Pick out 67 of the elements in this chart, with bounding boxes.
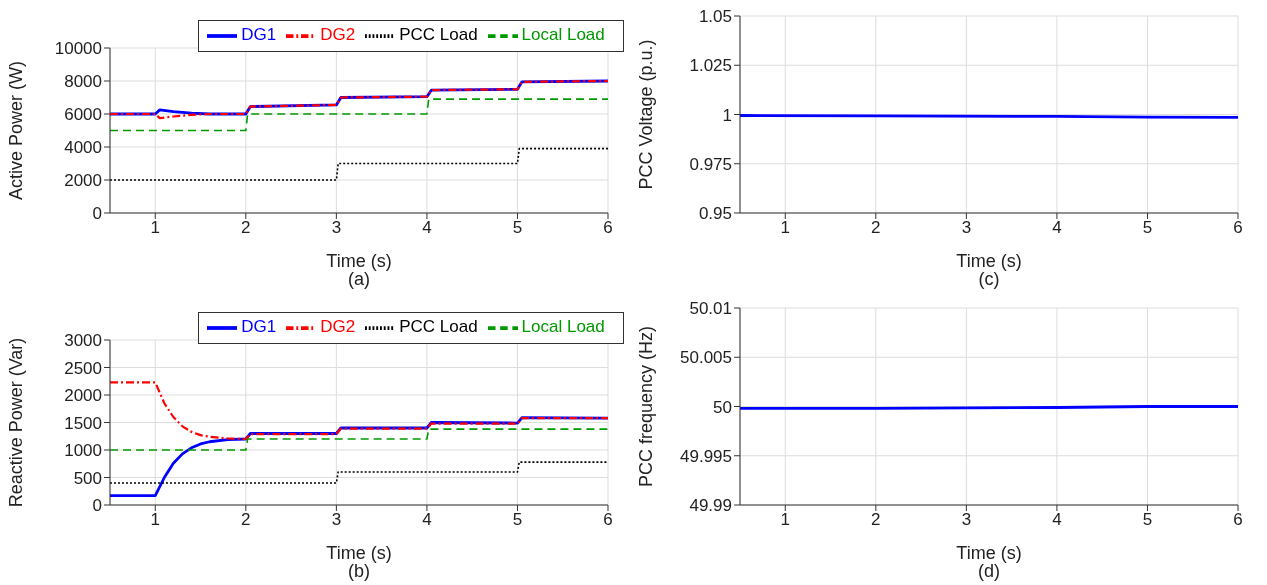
- y-tick-label: 0: [92, 496, 102, 516]
- legend-label: PCC Load: [399, 317, 478, 337]
- y-tick-label: 4000: [64, 138, 102, 158]
- x-axis-title: Time (s): [956, 543, 1022, 563]
- y-tick-label: 2000: [64, 171, 102, 191]
- x-tick-label: 5: [1142, 218, 1153, 238]
- y-tick-label: 2000: [64, 386, 102, 406]
- y-tick-label: 1.05: [698, 7, 732, 27]
- x-tick-label: 4: [1052, 218, 1062, 238]
- x-tick-label: 5: [1142, 510, 1153, 530]
- y-tick-label: 1: [722, 105, 732, 125]
- legend-label: DG1: [241, 25, 277, 45]
- y-tick-label: 8000: [64, 72, 102, 92]
- legend-label: Local Load: [521, 25, 605, 45]
- x-tick-label: 1: [780, 218, 791, 238]
- text: (c): [977, 269, 1001, 290]
- x-tick-label: 6: [1233, 510, 1243, 530]
- x-tick-label: 2: [871, 218, 881, 238]
- y-axis-title: PCC Voltage (p.u.): [636, 39, 657, 190]
- y-tick-label: 49.995: [680, 446, 732, 466]
- y-tick-label: 50.005: [680, 348, 732, 368]
- y-tick-label: 0.95: [698, 204, 732, 224]
- legend-label: DG2: [320, 317, 356, 337]
- text: (b): [347, 561, 371, 582]
- y-tick-label: 2500: [64, 358, 102, 378]
- x-tick-label: 4: [422, 218, 432, 238]
- y-tick-label: 1000: [64, 441, 102, 461]
- y-tick-label: 50: [713, 397, 732, 417]
- x-tick-label: 4: [1052, 510, 1062, 530]
- x-tick-label: 2: [871, 510, 881, 530]
- x-tick-label: 3: [961, 510, 972, 530]
- y-tick-label: 500: [73, 468, 102, 488]
- x-tick-label: 3: [961, 218, 972, 238]
- legend-label: Local Load: [521, 317, 605, 337]
- y-tick-label: 0: [92, 204, 102, 224]
- legend-label: DG2: [320, 25, 356, 45]
- x-axis-title: Time (s): [326, 251, 392, 271]
- text: (d): [977, 561, 1001, 582]
- x-tick-label: 1: [150, 218, 161, 238]
- y-tick-label: 0.975: [689, 154, 732, 174]
- y-tick-label: 1.025: [689, 56, 732, 76]
- x-axis-title: Time (s): [326, 543, 392, 563]
- x-tick-label: 2: [241, 510, 251, 530]
- y-axis-title: PCC frequency (Hz): [636, 325, 657, 488]
- x-tick-label: 6: [603, 510, 613, 530]
- x-axis-title: Time (s): [956, 251, 1022, 271]
- y-tick-label: 3000: [64, 331, 102, 351]
- x-tick-label: 5: [512, 510, 523, 530]
- y-tick-label: 6000: [64, 105, 102, 125]
- x-tick-label: 3: [331, 510, 342, 530]
- x-tick-label: 1: [150, 510, 161, 530]
- y-tick-label: 49.99: [689, 496, 732, 516]
- x-tick-label: 5: [512, 218, 523, 238]
- y-axis-title: Active Power (W): [6, 60, 27, 201]
- y-tick-label: 1500: [64, 413, 102, 433]
- x-tick-label: 6: [603, 218, 613, 238]
- x-tick-label: 2: [241, 218, 251, 238]
- x-tick-label: 6: [1233, 218, 1243, 238]
- text: (a): [347, 269, 371, 290]
- legend-label: DG1: [241, 317, 277, 337]
- x-tick-label: 1: [780, 510, 791, 530]
- x-tick-label: 3: [331, 218, 342, 238]
- x-tick-label: 4: [422, 510, 432, 530]
- legend-label: PCC Load: [399, 25, 478, 45]
- y-tick-label: 50.01: [689, 299, 732, 319]
- y-tick-label: 10000: [54, 39, 102, 59]
- y-axis-title: Reactive Power (Var): [6, 337, 27, 508]
